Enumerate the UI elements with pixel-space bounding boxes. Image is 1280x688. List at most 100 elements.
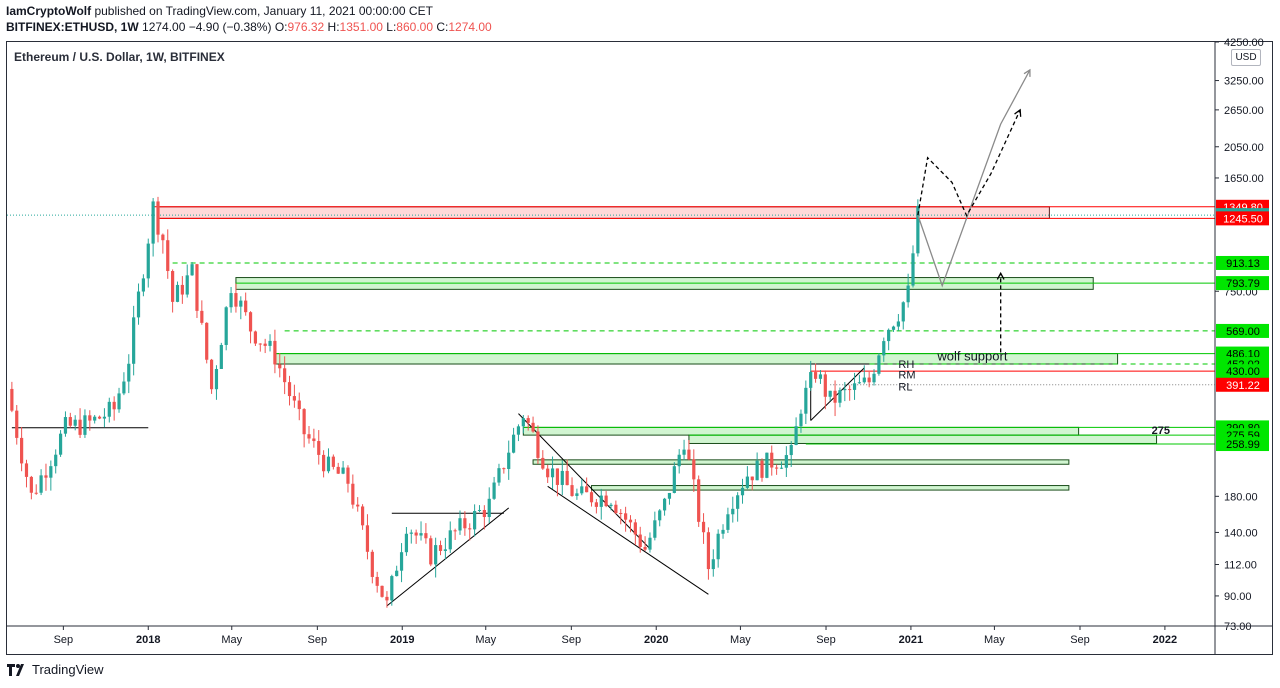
candle-body xyxy=(546,468,550,478)
candle-body xyxy=(643,546,647,550)
candle-body xyxy=(190,264,194,276)
currency-button[interactable]: USD xyxy=(1231,49,1261,66)
candle-body xyxy=(453,530,457,532)
x-tick-label: May xyxy=(475,634,496,646)
candle-body xyxy=(356,504,360,507)
candle-body xyxy=(180,284,184,295)
candle-body xyxy=(102,416,107,419)
candle-body xyxy=(862,377,866,383)
candle-body xyxy=(258,343,262,345)
x-tick-label: May xyxy=(984,634,1005,646)
projection-path xyxy=(917,109,1021,217)
price-level-badge xyxy=(1216,364,1269,379)
x-tick-label: 2018 xyxy=(136,634,160,646)
candle-body xyxy=(399,552,404,571)
candle-body xyxy=(205,322,209,360)
candle-body xyxy=(565,470,569,486)
candle-body xyxy=(745,476,749,488)
candle-body xyxy=(882,341,886,356)
candle-body xyxy=(419,533,423,536)
price-level-label: 793.79 xyxy=(1226,278,1260,290)
candle-body xyxy=(292,396,296,401)
price-level-label: 1245.50 xyxy=(1223,213,1263,225)
tradingview-logo-icon xyxy=(7,663,24,676)
candle-body xyxy=(326,456,331,472)
candle-body xyxy=(750,476,754,481)
candle-body xyxy=(317,441,321,455)
candle-body xyxy=(63,417,68,434)
candle-body xyxy=(580,486,584,494)
candle-body xyxy=(589,492,594,503)
y-tick-label: 2650.00 xyxy=(1224,105,1264,117)
x-tick-label: Sep xyxy=(54,634,74,646)
arrow-head-icon xyxy=(1014,108,1022,117)
x-tick-label: 2021 xyxy=(899,634,923,646)
last-price: 1274.00 xyxy=(142,20,186,34)
candle-body xyxy=(166,240,170,272)
candle-body xyxy=(482,509,486,518)
candle-body xyxy=(385,596,389,601)
price-level-badge xyxy=(1216,211,1269,226)
symbol-label: BITFINEX:ETHUSD, 1W xyxy=(6,20,139,34)
candle-body xyxy=(136,291,141,318)
author-name[interactable]: IamCryptoWolf xyxy=(6,4,92,18)
candle-body xyxy=(24,463,29,477)
candle-body xyxy=(502,468,506,470)
annotation-label: 275 xyxy=(1152,425,1170,437)
candle-body xyxy=(716,533,720,560)
candle-body xyxy=(823,374,827,397)
candle-body xyxy=(341,467,345,474)
candle-body xyxy=(458,518,462,531)
candle-body xyxy=(779,467,784,469)
footer-brand[interactable]: TradingView xyxy=(6,662,104,677)
trendline xyxy=(810,367,865,421)
candle-body xyxy=(404,533,409,553)
x-tick-label: May xyxy=(221,634,242,646)
y-tick-label: 140.00 xyxy=(1224,527,1258,539)
y-tick-label: 2050.00 xyxy=(1224,142,1264,154)
trendline xyxy=(386,507,510,607)
candle-body xyxy=(648,537,652,550)
open-value: 976.32 xyxy=(287,20,325,34)
candle-body xyxy=(619,512,623,514)
candle-body xyxy=(848,389,852,391)
chart-frame[interactable] xyxy=(6,41,1273,655)
candle-body xyxy=(54,454,58,467)
candle-body xyxy=(360,506,365,526)
candle-body xyxy=(468,528,472,530)
candle-body xyxy=(15,410,19,438)
candle-body xyxy=(365,525,370,552)
open-label: O: xyxy=(274,20,288,34)
price-level-badge xyxy=(1216,276,1269,291)
ohlc-line: BITFINEX:ETHUSD, 1W 1274.00 −4.90 (−0.38… xyxy=(6,20,492,34)
price-level-label: 569.00 xyxy=(1226,326,1260,338)
candle-body xyxy=(448,530,452,550)
y-tick-label: 1650.00 xyxy=(1224,173,1264,185)
candle-body xyxy=(302,409,306,435)
candle-body xyxy=(843,389,847,391)
candle-body xyxy=(78,419,82,435)
annotation-label: wolf support xyxy=(936,349,1007,364)
candle-body xyxy=(244,300,248,313)
candle-body xyxy=(375,576,379,586)
candle-body xyxy=(828,390,832,397)
candle-body xyxy=(492,482,496,499)
candle-body xyxy=(877,355,881,374)
candle-body xyxy=(662,498,667,511)
trendline xyxy=(518,413,651,550)
x-tick-label: Sep xyxy=(816,634,836,646)
candle-body xyxy=(672,466,676,493)
candle-body xyxy=(477,509,482,512)
candle-body xyxy=(346,467,350,484)
candle-body xyxy=(604,495,608,507)
candle-body xyxy=(175,284,180,302)
candle-body xyxy=(585,486,589,493)
candle-body xyxy=(507,452,511,469)
candle-body xyxy=(253,331,258,344)
chart-legend-title: Ethereum / U.S. Dollar, 1W, BITFINEX xyxy=(14,50,225,64)
candle-body xyxy=(107,401,111,417)
candle-body xyxy=(112,401,116,410)
candle-body xyxy=(711,559,715,570)
price-level-badge xyxy=(1216,377,1269,392)
